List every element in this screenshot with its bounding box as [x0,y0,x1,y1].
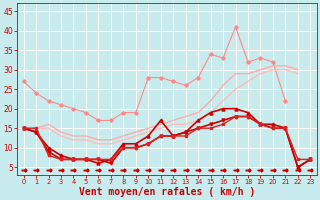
X-axis label: Vent moyen/en rafales ( km/h ): Vent moyen/en rafales ( km/h ) [79,187,255,197]
